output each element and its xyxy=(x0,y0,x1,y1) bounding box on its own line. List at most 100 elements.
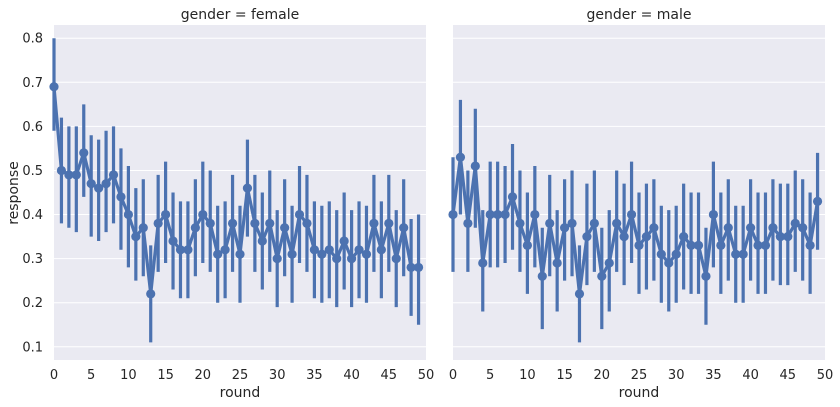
y-tick-label: 0.3 xyxy=(22,252,43,267)
y-tick-label: 0.4 xyxy=(22,208,43,223)
data-point xyxy=(71,170,81,180)
data-point xyxy=(242,183,253,193)
y-axis-label: response xyxy=(6,161,22,225)
data-point xyxy=(339,236,349,246)
x-tick-label: 50 xyxy=(418,368,435,383)
data-point xyxy=(168,236,178,246)
data-point xyxy=(324,245,334,255)
x-tick-label: 15 xyxy=(157,368,174,383)
data-point xyxy=(530,209,540,220)
data-point xyxy=(272,254,282,264)
data-point xyxy=(574,289,585,299)
x-tick-label: 10 xyxy=(120,368,137,383)
x-tick-label: 40 xyxy=(343,368,360,383)
data-point xyxy=(175,245,186,255)
data-point xyxy=(671,249,681,259)
data-point xyxy=(116,192,126,202)
y-tick-label: 0.5 xyxy=(22,164,43,179)
data-point xyxy=(805,240,815,250)
x-tick-label: 35 xyxy=(705,368,722,383)
data-point xyxy=(302,218,312,228)
panel-title: gender = female xyxy=(181,7,300,23)
data-point xyxy=(317,249,327,259)
x-tick-label: 45 xyxy=(381,368,398,383)
y-tick-label: 0.6 xyxy=(22,120,43,135)
x-tick-label: 25 xyxy=(631,368,648,383)
data-point xyxy=(701,271,711,281)
x-tick-label: 20 xyxy=(195,368,212,383)
data-point xyxy=(406,262,416,273)
data-point xyxy=(507,192,518,202)
data-point xyxy=(731,249,741,259)
data-point xyxy=(391,254,401,264)
facet-panel-2: 0 5 10 15 20 25 30 35 40 45 50 gender = male round xyxy=(448,7,833,401)
data-point xyxy=(64,170,74,180)
data-point xyxy=(470,161,480,171)
data-point xyxy=(626,209,637,220)
x-tick-label: 45 xyxy=(780,368,797,383)
facet-panel-1: 0.1 0.2 0.3 0.4 0.5 0.6 0.7 0.8 0 5 10 15 20 25 30 35 40… xyxy=(22,7,434,401)
data-point xyxy=(478,258,488,268)
x-tick-label: 20 xyxy=(594,368,611,383)
data-point xyxy=(448,209,458,220)
data-point xyxy=(738,249,748,259)
data-point xyxy=(235,249,245,259)
data-point xyxy=(455,152,466,162)
x-tick-label: 25 xyxy=(232,368,249,383)
data-point xyxy=(493,209,503,220)
data-point xyxy=(361,249,372,259)
data-point xyxy=(612,218,622,228)
data-point xyxy=(369,218,379,228)
data-point xyxy=(190,223,200,233)
data-point xyxy=(783,231,793,242)
x-tick-label: 40 xyxy=(742,368,759,383)
data-point xyxy=(138,223,148,233)
data-point xyxy=(354,245,364,255)
data-point xyxy=(597,271,607,281)
data-point xyxy=(656,249,666,259)
data-point xyxy=(500,209,510,220)
x-tick-label: 5 xyxy=(87,368,95,383)
data-point xyxy=(552,258,562,268)
data-point xyxy=(723,223,733,233)
data-point xyxy=(86,179,96,189)
data-point xyxy=(775,231,785,242)
data-point xyxy=(716,240,726,250)
data-point xyxy=(49,82,59,92)
data-point xyxy=(198,209,208,220)
data-point xyxy=(522,240,533,250)
data-point xyxy=(693,240,704,250)
plot-area xyxy=(54,25,426,360)
data-point xyxy=(641,231,652,242)
data-point xyxy=(649,223,659,233)
data-point xyxy=(790,218,800,228)
data-point xyxy=(463,218,473,228)
data-point xyxy=(634,240,644,250)
data-point xyxy=(664,258,674,268)
data-point xyxy=(708,209,719,220)
data-point xyxy=(753,240,763,250)
data-point xyxy=(227,218,238,228)
data-point xyxy=(537,271,547,281)
x-tick-label: 15 xyxy=(556,368,573,383)
data-point xyxy=(280,223,290,233)
data-point xyxy=(746,223,756,233)
data-point xyxy=(153,218,163,228)
data-point xyxy=(582,231,592,242)
x-tick-label: 30 xyxy=(269,368,286,383)
data-point xyxy=(798,223,808,233)
data-point xyxy=(332,254,342,264)
x-axis-label: round xyxy=(220,385,261,401)
data-point xyxy=(131,231,141,242)
data-point xyxy=(250,218,260,228)
data-point xyxy=(589,218,599,228)
data-point xyxy=(384,218,394,228)
data-point xyxy=(679,231,689,242)
data-point xyxy=(123,209,133,220)
data-point xyxy=(768,223,778,233)
x-tick-label: 30 xyxy=(668,368,685,383)
panel-title: gender = male xyxy=(587,7,692,23)
data-point xyxy=(287,249,297,259)
data-point xyxy=(101,179,111,189)
